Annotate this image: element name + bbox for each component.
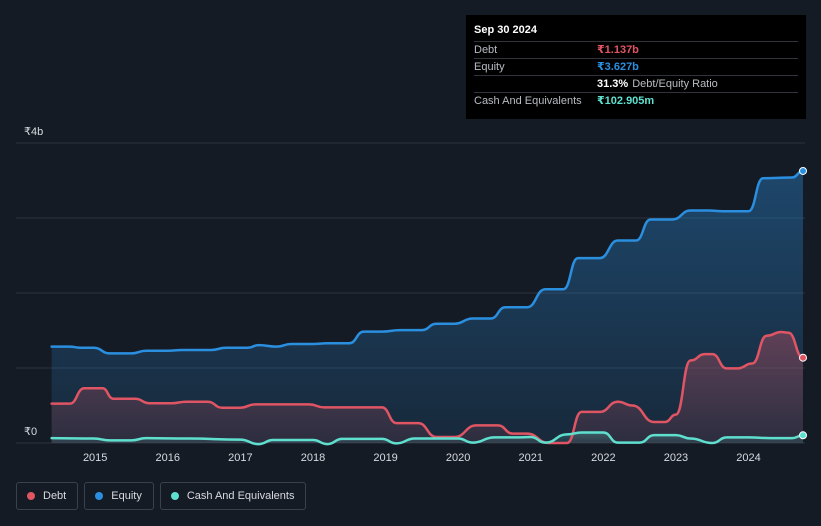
legend-item-equity[interactable]: Equity: [84, 482, 154, 510]
tooltip-row-equity: Equity ₹3.627b: [474, 58, 798, 75]
cash-dot-icon: [170, 492, 179, 500]
x-tick-label-2022: 2022: [591, 452, 615, 464]
tooltip-equity-value: ₹3.627b: [597, 61, 639, 73]
x-tick-label-2019: 2019: [373, 452, 397, 464]
debt-end-marker: [799, 353, 807, 362]
x-tick-label-2020: 2020: [446, 452, 470, 464]
equity-end-marker: [799, 166, 807, 175]
tooltip-row-cash: Cash And Equivalents ₹102.905m: [474, 92, 798, 109]
cash-area: [51, 432, 803, 445]
cash-line: [50, 431, 805, 446]
x-tick-label-2017: 2017: [228, 452, 252, 464]
debt-area: [51, 332, 803, 443]
y-tick-label-0: ₹0: [24, 426, 37, 438]
legend-debt-label: Debt: [43, 490, 67, 502]
debt-dot-icon: [27, 492, 35, 500]
x-tick-label-2021: 2021: [519, 452, 543, 464]
tooltip-date: Sep 30 2024: [474, 24, 537, 36]
tooltip-equity-label: Equity: [474, 61, 505, 73]
tooltip-debt-value: ₹1.137b: [597, 44, 639, 56]
tooltip-debt-label: Debt: [474, 44, 498, 56]
legend-item-cash[interactable]: Cash And Equivalents: [159, 482, 307, 510]
legend-item-debt[interactable]: Debt: [16, 482, 79, 510]
legend: Debt Equity Cash And Equivalents: [16, 482, 307, 510]
cash-end-marker: [799, 431, 807, 440]
debt-line: [50, 330, 805, 445]
y-tick-label-4000: ₹4b: [24, 126, 43, 138]
legend-cash-label: Cash And Equivalents: [186, 490, 295, 502]
tooltip-row-ratio: 31.3% Debt/Equity Ratio: [474, 75, 798, 92]
equity-area: [51, 170, 803, 444]
x-tick-label-2023: 2023: [664, 452, 688, 464]
tooltip-panel: Sep 30 2024 Debt ₹1.137b Equity ₹3.627b …: [466, 15, 806, 119]
x-tick-label-2015: 2015: [83, 452, 107, 464]
x-tick-label-2016: 2016: [156, 452, 180, 464]
tooltip-row-debt: Debt ₹1.137b: [474, 41, 798, 58]
equity-dot-icon: [95, 492, 104, 500]
equity-line: [50, 169, 805, 355]
tooltip-cash-label: Cash And Equivalents: [474, 95, 582, 107]
tooltip-ratio-value: 31.3%: [597, 78, 629, 90]
tooltip-cash-value: ₹102.905m: [597, 95, 655, 107]
x-tick-label-2018: 2018: [301, 452, 325, 464]
x-tick-label-2024: 2024: [736, 452, 760, 464]
tooltip-ratio-label: Debt/Equity Ratio: [632, 78, 718, 90]
legend-equity-label: Equity: [111, 490, 142, 502]
